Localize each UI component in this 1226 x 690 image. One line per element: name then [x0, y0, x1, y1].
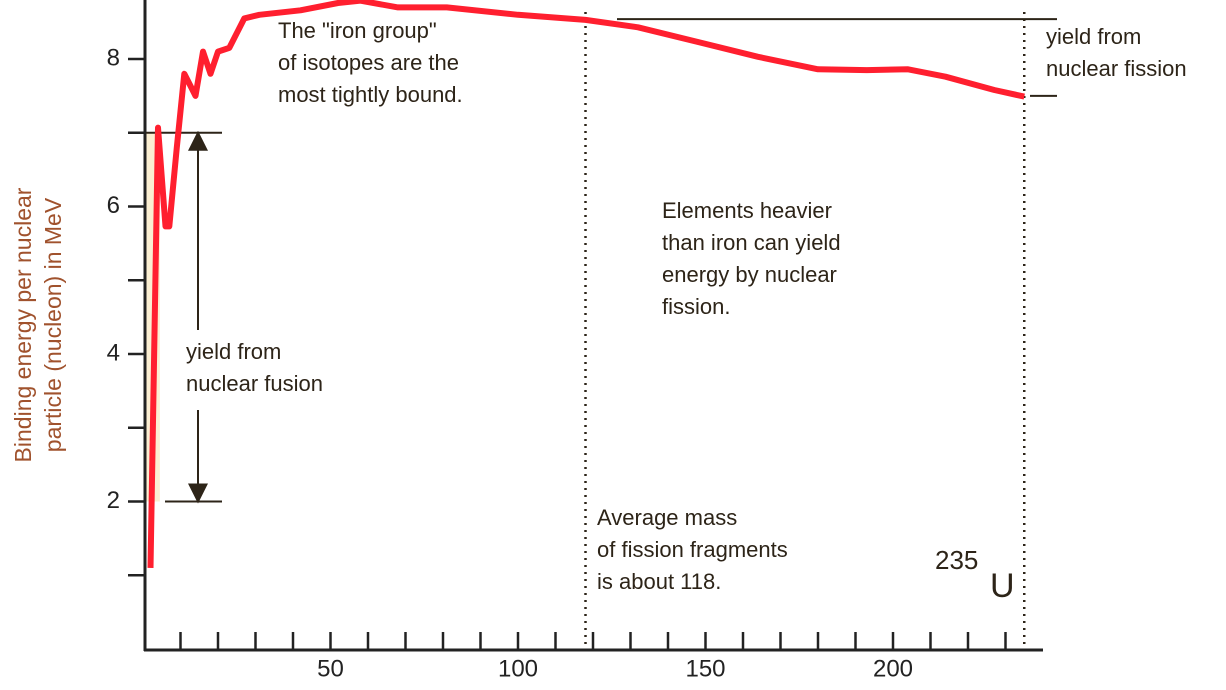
x-tick-label: 150 — [685, 655, 725, 682]
x-tick-label: 50 — [317, 655, 344, 682]
annotation: nuclear fission — [1046, 56, 1187, 81]
x-tick-label: 100 — [498, 655, 538, 682]
annotation: Elements heavier — [662, 198, 832, 223]
annotation: yield from — [186, 339, 281, 364]
annotation: nuclear fusion — [186, 371, 323, 396]
y-axis-label-line: Binding energy per nuclear — [10, 187, 36, 462]
uranium-symbol: U — [990, 567, 1015, 605]
annotation: The "iron group" — [278, 18, 437, 43]
binding-curve — [147, 0, 1025, 568]
annotation: fission. — [662, 294, 730, 319]
y-axis-label-line: particle (nucleon) in MeV — [40, 197, 66, 452]
annotation: Average mass — [597, 505, 737, 530]
x-tick-label: 200 — [873, 655, 913, 682]
annotation: is about 118. — [597, 569, 721, 594]
y-axis-label: Binding energy per nuclear particle (nucl… — [10, 187, 66, 462]
annotation: of fission fragments — [597, 537, 788, 562]
annotation: energy by nuclear — [662, 262, 837, 287]
uranium-mass: 235 — [935, 545, 978, 575]
annotation: most tightly bound. — [278, 82, 463, 107]
annotation: of isotopes are the — [278, 50, 459, 75]
y-tick-label: 8 — [107, 44, 120, 71]
y-tick-label: 2 — [107, 487, 120, 514]
annotation: than iron can yield — [662, 230, 841, 255]
y-tick-label: 4 — [107, 339, 120, 366]
y-tick-label: 6 — [107, 192, 120, 219]
annotation: yield from — [1046, 24, 1141, 49]
